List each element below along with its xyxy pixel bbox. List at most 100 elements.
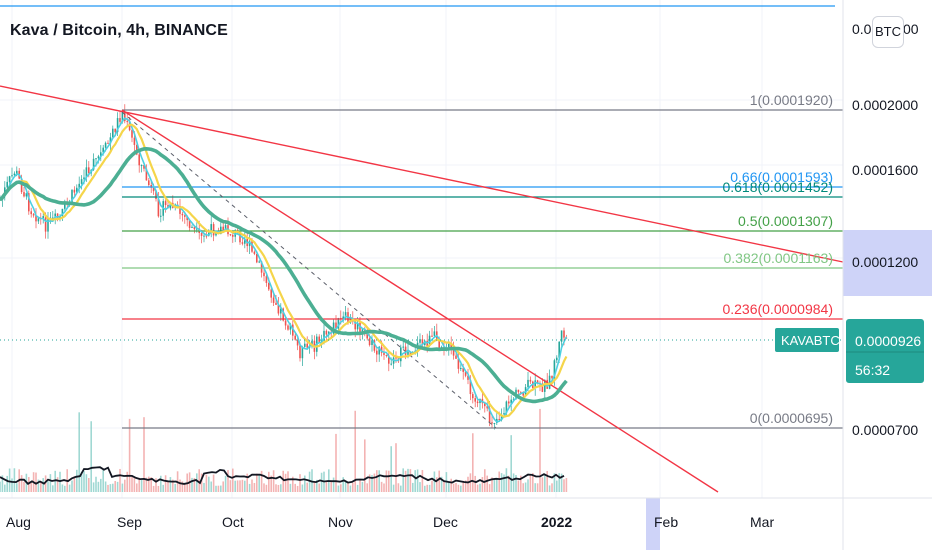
fib-retracement[interactable] <box>122 109 843 429</box>
candle-body <box>448 343 450 350</box>
candle-body <box>193 226 196 230</box>
candle-body <box>205 235 208 237</box>
time-tick: 2022 <box>541 514 572 530</box>
price-tick: 0.0001600 <box>852 162 918 178</box>
candle-body <box>493 423 496 425</box>
volume-bar <box>532 473 534 492</box>
volume-bar <box>20 475 23 492</box>
volume-bar <box>181 481 184 492</box>
candle-body <box>385 354 388 356</box>
time-axis[interactable]: Aug Sep Oct Nov Dec 2022 Feb Mar <box>6 514 774 530</box>
candle-body <box>0 199 1 201</box>
volume-bar <box>383 483 385 492</box>
volume-bar <box>100 478 102 492</box>
volume-bar <box>301 484 304 492</box>
candle-body <box>160 215 162 217</box>
volume-bar <box>508 475 510 492</box>
volume-bar <box>347 481 349 492</box>
candle-body <box>368 338 371 345</box>
volume-bar <box>282 470 284 492</box>
candle-body <box>78 183 80 188</box>
candle-body <box>438 340 440 349</box>
volume-bar <box>498 471 500 492</box>
candle-body <box>491 422 493 424</box>
candle-body <box>112 128 114 138</box>
candle-body <box>419 339 421 343</box>
candle-body <box>188 220 191 228</box>
volume-bar <box>256 473 258 492</box>
volume-bar <box>428 484 431 492</box>
candle-body <box>332 322 335 334</box>
trendline-upper[interactable] <box>0 85 844 263</box>
candle-body <box>508 401 510 404</box>
volume-bar <box>90 421 92 492</box>
candle-body <box>54 213 56 218</box>
candle-body <box>373 340 376 351</box>
volume-bar <box>460 485 462 492</box>
candle-body <box>536 380 539 383</box>
candle-body <box>395 357 397 359</box>
candle-body <box>265 276 268 283</box>
volume-bar <box>37 479 40 492</box>
candle-body <box>244 238 246 244</box>
candle-body <box>80 179 83 184</box>
candle-body <box>378 346 380 355</box>
candle-body <box>116 118 119 133</box>
volume-bar <box>536 483 539 492</box>
volume-bar <box>248 483 251 492</box>
candle-body <box>366 332 368 339</box>
volume-bar <box>318 483 320 492</box>
volume-bar <box>426 484 428 492</box>
candle-body <box>52 217 54 219</box>
volume-bar <box>340 484 342 492</box>
volume-bar <box>145 477 148 492</box>
candle-body <box>335 322 337 329</box>
candle-body <box>222 226 224 232</box>
candle-body <box>181 213 184 216</box>
candle-body <box>556 357 558 361</box>
candle-body <box>476 401 479 404</box>
volume-bar <box>546 470 548 492</box>
volume-bar <box>563 479 565 492</box>
candle-body <box>404 346 407 355</box>
bar-countdown: 56:32 <box>855 362 890 378</box>
volume-bar <box>402 468 404 492</box>
candle-body <box>200 232 203 236</box>
volume-bar <box>534 483 536 492</box>
volume-bar <box>424 485 426 492</box>
volume-bar <box>193 478 196 492</box>
candle-body <box>47 218 49 232</box>
candle-body <box>30 211 32 215</box>
last-price-tag[interactable]: 0.0000926 56:32 <box>846 319 924 383</box>
candle-body <box>529 379 532 382</box>
price-axis[interactable]: 0.0 00 0.0002000 0.0001600 0.0001200 0.0… <box>852 21 919 438</box>
candle-body <box>133 137 136 145</box>
volume-bar <box>311 469 313 492</box>
candle-body <box>124 111 126 122</box>
last-price-value: 0.0000926 <box>855 333 921 349</box>
symbol-tag[interactable]: KAVABTC <box>775 328 840 352</box>
candle-body <box>164 201 167 206</box>
candle-body <box>157 199 160 217</box>
volume-bar <box>304 475 306 492</box>
candle-body <box>510 399 512 404</box>
candle-body <box>25 193 28 197</box>
volume-bar <box>558 473 560 492</box>
currency-badge[interactable]: BTC <box>872 16 904 48</box>
volume-bar <box>268 471 270 492</box>
volume-bar <box>44 475 47 492</box>
candle-body <box>280 308 282 314</box>
candle-body <box>356 322 359 330</box>
candle-body <box>551 375 553 379</box>
trendline-lower[interactable] <box>121 109 719 493</box>
trendline-dashed[interactable] <box>121 111 497 429</box>
volume-bar <box>253 482 256 492</box>
candle-body <box>241 242 244 244</box>
candle-body <box>486 406 488 409</box>
volume-bar <box>371 475 373 492</box>
candle-body <box>277 304 280 314</box>
ma-medium-line <box>0 123 568 418</box>
time-axis-highlight <box>646 498 660 550</box>
